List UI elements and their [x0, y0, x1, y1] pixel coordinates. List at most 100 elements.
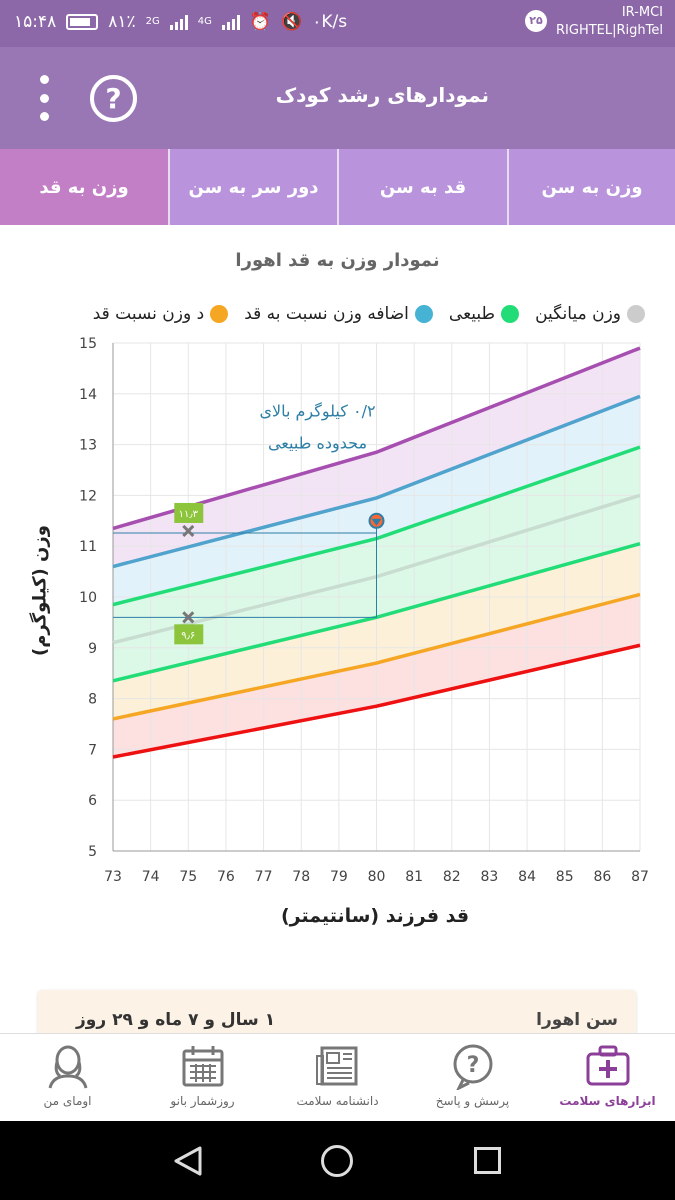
legend-label: د وزن نسبت قد	[92, 304, 205, 324]
marker-label-box	[174, 502, 204, 523]
x-tick-label: 75	[179, 869, 197, 885]
legend-dot-green	[501, 305, 520, 323]
status-left: ۱۵:۴۸ ۸۱٪ 2G 4G ⏰ 🔇 ۰K/s	[14, 12, 347, 32]
x-tick-label: 74	[142, 869, 160, 885]
svg-text:?: ?	[466, 1053, 479, 1078]
x-tick-label: 79	[330, 869, 348, 885]
carrier-1: IR-MCI	[621, 5, 663, 20]
signal-icon-2	[221, 14, 240, 30]
question-circle-icon[interactable]: ?	[90, 75, 137, 122]
nav-health-tools[interactable]: ابزارهای سلامت	[540, 1034, 675, 1121]
y-tick-label: 7	[88, 742, 97, 758]
legend-label: طبیعی	[448, 304, 496, 324]
legend-dot-orange	[210, 305, 229, 323]
clock: ۱۵:۴۸	[14, 12, 57, 32]
chart-curve	[112, 394, 641, 569]
legend-item-overweight[interactable]: اضافه وزن نسبت به قد	[244, 304, 433, 324]
annotation-text: ۰/۲ کیلوگرم بالای	[259, 402, 375, 422]
network-4g: 4G	[197, 16, 212, 27]
age-label: سن اهورا	[536, 1010, 618, 1030]
age-card: سن اهورا ۱ سال و ۷ ماه و ۲۹ روز	[38, 990, 636, 1035]
health-kit-icon	[586, 1045, 629, 1086]
nav-calendar[interactable]: روزشمار بانو	[135, 1034, 270, 1121]
chart-legend: د وزن نسبت قد اضافه وزن نسبت به قد طبیعی…	[93, 304, 645, 324]
carrier-2: RIGHTEL|RighTel	[556, 23, 663, 38]
legend-item-normal[interactable]: طبیعی	[448, 304, 520, 324]
calendar-icon	[182, 1046, 223, 1087]
nav-label: پرسش و پاسخ	[435, 1094, 510, 1108]
y-tick-label: 9	[88, 641, 97, 657]
more-vert-icon[interactable]	[30, 75, 58, 121]
back-icon[interactable]	[173, 1145, 203, 1177]
app-bar: ? نمودارهای رشد کودک	[0, 47, 675, 149]
tab-head-for-age[interactable]: دور سر به سن	[168, 149, 337, 225]
x-tick-label: 73	[104, 869, 122, 885]
x-tick-label: 81	[405, 869, 423, 885]
y-tick-label: 11	[79, 539, 97, 555]
network-2g: 2G	[145, 16, 160, 27]
x-tick-label: 87	[631, 869, 649, 885]
page-title: نمودارهای رشد کودک	[275, 83, 489, 107]
growth-chart: 73 74 75 76 77 78 79 80 81 82 83 84 85 86 875678910111…	[79, 336, 649, 885]
legend-dot-blue	[414, 305, 433, 323]
signal-icon	[169, 14, 188, 30]
x-axis-label: قد فرزند (سانتیمتر)	[280, 905, 470, 927]
marker-label-box	[174, 624, 204, 645]
nav-qa[interactable]: ? پرسش و پاسخ	[405, 1034, 540, 1121]
tab-weight-for-age[interactable]: وزن به سن	[507, 149, 675, 225]
legend-label: اضافه وزن نسبت به قد	[244, 304, 409, 324]
battery-icon	[66, 14, 99, 30]
x-tick-label: 77	[255, 869, 273, 885]
marker-label: ۹٫۶	[181, 630, 195, 641]
nav-label: اومای من	[43, 1094, 92, 1108]
alarm-icon: ⏰	[249, 12, 272, 32]
bottom-nav: ابزارهای سلامت ? پرسش و پاسخ دانشنامه سل…	[0, 1033, 675, 1121]
x-tick-label: 82	[443, 869, 461, 885]
net-speed: ۰K/s	[312, 12, 348, 32]
reference-marker	[182, 611, 195, 624]
y-tick-label: 5	[88, 844, 97, 860]
nav-my-profile[interactable]: اومای من	[0, 1034, 135, 1121]
y-tick-label: 12	[79, 488, 97, 504]
y-tick-label: 8	[88, 692, 97, 708]
battery-level: ۸۱٪	[108, 12, 136, 32]
recent-apps-icon[interactable]	[474, 1147, 501, 1174]
x-tick-label: 85	[556, 869, 574, 885]
x-tick-label: 78	[292, 869, 310, 885]
y-tick-label: 13	[79, 438, 97, 454]
home-icon[interactable]	[321, 1145, 353, 1177]
y-tick-label: 14	[79, 387, 97, 403]
carrier-info: IR-MCI RIGHTEL|RighTel	[556, 4, 663, 40]
notification-badge: ۲۵	[525, 10, 547, 32]
y-tick-label: 10	[79, 590, 97, 606]
x-tick-label: 76	[217, 869, 235, 885]
legend-item-underweight[interactable]: د وزن نسبت قد	[92, 304, 229, 324]
nav-encyclopedia[interactable]: دانشنامه سلامت	[270, 1034, 405, 1121]
chart-tabs: وزن به قد دور سر به سن قد به سن وزن به س…	[0, 149, 675, 225]
status-bar: ۱۵:۴۸ ۸۱٪ 2G 4G ⏰ 🔇 ۰K/s ۲۵ IR-MCI RIGHT…	[0, 0, 675, 47]
y-tick-label: 6	[88, 793, 97, 809]
legend-dot-gray	[627, 305, 645, 323]
x-tick-label: 80	[368, 869, 386, 885]
chart-curve	[112, 592, 641, 721]
tab-weight-for-height[interactable]: وزن به قد	[0, 149, 168, 225]
legend-item-average[interactable]: وزن میانگین	[535, 304, 645, 324]
woman-avatar-icon	[48, 1045, 87, 1089]
newspaper-icon	[315, 1046, 357, 1086]
nav-label: دانشنامه سلامت	[296, 1094, 379, 1108]
age-value: ۱ سال و ۷ ماه و ۲۹ روز	[76, 1010, 276, 1030]
mute-icon: 🔇	[281, 12, 303, 32]
tab-height-for-age[interactable]: قد به سن	[337, 149, 507, 225]
legend-label: وزن میانگین	[535, 304, 621, 324]
chart-curve	[112, 643, 641, 759]
child-point-arrow	[371, 518, 382, 526]
question-bubble-icon: ?	[453, 1044, 492, 1090]
chart-title: نمودار وزن به قد اهورا	[235, 250, 440, 271]
annotation-text: محدوده طبیعی	[268, 434, 367, 454]
marker-label: ۱۱٫۳	[179, 509, 199, 520]
nav-label: ابزارهای سلامت	[559, 1094, 656, 1108]
nav-label: روزشمار بانو	[170, 1094, 235, 1108]
y-tick-label: 15	[79, 336, 97, 352]
x-tick-label: 83	[481, 869, 499, 885]
x-tick-label: 86	[593, 869, 611, 885]
